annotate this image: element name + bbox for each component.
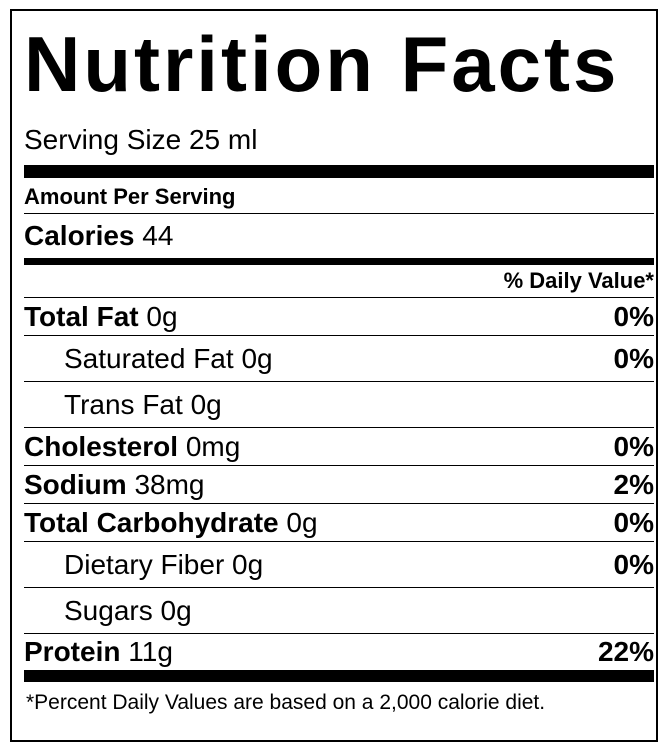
nutrient-rows: Total Fat 0g 0% Saturated Fat 0g 0% Trans Fa… xyxy=(24,298,654,670)
title-area: Nutrition Facts xyxy=(24,11,654,115)
sub-nutrient-row: Dietary Fiber 0g 0% xyxy=(24,542,654,588)
footnote-text: *Percent Daily Values are based on a 2,0… xyxy=(26,691,546,714)
calories-amount: 44 xyxy=(142,220,174,251)
amount-per-serving: Amount Per Serving xyxy=(24,178,654,214)
daily-value: 22% xyxy=(597,636,654,667)
amount-per-serving-text: Amount Per Serving xyxy=(24,183,236,209)
serving-size: Serving Size 25 ml xyxy=(24,115,654,165)
nutrient-amount: 0g xyxy=(160,594,192,626)
nutrient-name: Trans Fat xyxy=(64,388,183,420)
nutrient-amount: 0g xyxy=(286,506,318,538)
nutrient-row: Total Fat 0g 0% xyxy=(24,298,654,336)
medium-rule xyxy=(24,258,654,265)
nutrient: Total Fat 0g xyxy=(24,301,178,333)
thick-rule xyxy=(24,670,654,682)
calories-label: Calories xyxy=(24,220,135,251)
serving-size-text: Serving Size 25 ml xyxy=(24,124,258,155)
footnote: *Percent Daily Values are based on a 2,0… xyxy=(24,682,654,724)
nutrition-label: Nutrition Facts Serving Size 25 ml Amoun… xyxy=(10,9,658,742)
nutrient-name: Total Fat xyxy=(24,300,139,332)
daily-value-header-text: % Daily Value* xyxy=(503,268,654,293)
daily-value: 0% xyxy=(613,342,654,374)
nutrient-amount: 0g xyxy=(190,388,222,420)
nutrient-amount: 0mg xyxy=(185,430,241,462)
nutrient: Sodium 38mg xyxy=(24,469,205,501)
sub-nutrient-row: Sugars 0g xyxy=(24,588,654,634)
nutrient: Trans Fat 0g xyxy=(64,389,222,421)
nutrient-row: Cholesterol 0mg 0% xyxy=(24,428,654,466)
daily-value: 0% xyxy=(613,430,654,462)
nutrient-name: Sugars xyxy=(64,594,153,626)
nutrient-amount: 0g xyxy=(241,342,273,374)
nutrient-name: Cholesterol xyxy=(24,430,179,462)
nutrient-name: Saturated Fat xyxy=(64,342,234,374)
daily-value-header: % Daily Value* xyxy=(24,265,654,298)
title: Nutrition Facts xyxy=(24,20,620,108)
daily-value: 0% xyxy=(613,300,654,332)
daily-value: 2% xyxy=(613,468,654,500)
nutrient-name: Protein xyxy=(24,636,121,667)
sub-nutrient-row: Saturated Fat 0g 0% xyxy=(24,336,654,382)
nutrient-name: Dietary Fiber xyxy=(64,548,225,580)
nutrient-name: Sodium xyxy=(24,468,127,500)
daily-value: 0% xyxy=(613,506,654,538)
label-content: Nutrition Facts Serving Size 25 ml Amoun… xyxy=(24,11,654,724)
nutrient-name: Total Carbohydrate xyxy=(24,506,279,538)
daily-value: 0% xyxy=(613,548,654,580)
nutrient-amount: 38mg xyxy=(134,468,205,500)
thick-rule xyxy=(24,165,654,178)
sub-nutrient-row: Trans Fat 0g xyxy=(24,382,654,428)
nutrient-amount: 0g xyxy=(232,548,264,580)
nutrient: Total Carbohydrate 0g xyxy=(24,507,318,539)
nutrient-row: Protein 11g 22% xyxy=(24,634,654,670)
nutrient: Protein 11g xyxy=(24,636,173,668)
nutrient-row: Sodium 38mg 2% xyxy=(24,466,654,504)
nutrient: Cholesterol 0mg xyxy=(24,431,240,463)
nutrient-amount: 11g xyxy=(128,636,173,667)
nutrient: Dietary Fiber 0g xyxy=(64,549,263,581)
nutrient: Sugars 0g xyxy=(64,595,192,627)
nutrient: Saturated Fat 0g xyxy=(64,343,273,375)
calories-row: Calories 44 xyxy=(24,214,654,258)
nutrient-amount: 0g xyxy=(146,300,178,332)
nutrient-row: Total Carbohydrate 0g 0% xyxy=(24,504,654,542)
